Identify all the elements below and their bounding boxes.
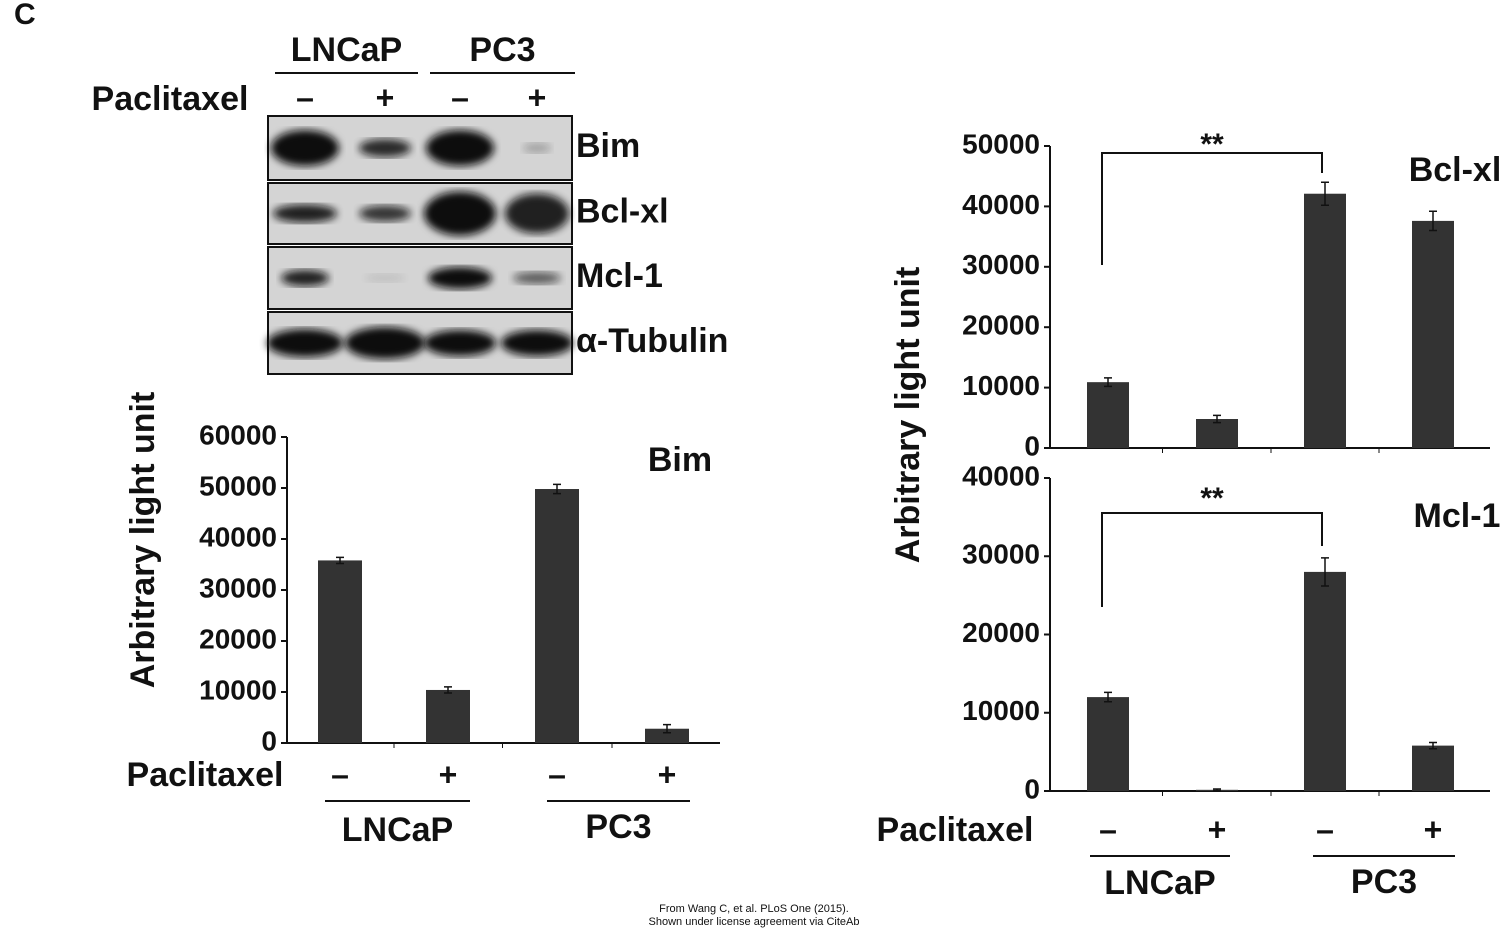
blot-band [424,330,496,356]
bar [1087,697,1129,791]
x-tick-label: + [1424,811,1443,847]
blot-band [513,272,561,284]
blot-band [505,193,569,234]
bar [1412,745,1454,791]
x-tick-label: + [658,756,677,792]
y-axis-label: Arbitrary light unit [889,267,927,564]
y-tick-label: 60000 [199,419,277,450]
x-tick-label: + [1208,811,1227,847]
cell-line-label: LNCaP [291,31,402,69]
blot-band [365,274,405,282]
x-tick-label: + [439,756,458,792]
blot-band [345,327,425,359]
blot-band [424,191,496,236]
significance-label: ** [1200,128,1224,161]
blot-band [271,130,339,166]
y-tick-label: 40000 [962,460,1040,491]
blot-band [359,139,411,157]
y-tick-label: 30000 [962,539,1040,570]
error-bar [1213,414,1221,424]
y-tick-label: 10000 [962,370,1040,401]
x-tick-label: – [331,756,349,792]
group-label: PC3 [585,808,651,846]
x-tick-label: – [548,756,566,792]
bar [1412,220,1454,448]
error-bar [1321,181,1329,206]
bar [1196,419,1238,448]
bar [318,560,362,743]
bar [535,489,579,743]
error-bar [444,686,452,694]
blot-band [267,329,343,357]
y-tick-label: 0 [1024,773,1040,804]
chart-title: Bcl-xl [1409,151,1502,189]
blot-band [273,204,337,223]
group-label: LNCaP [1104,864,1215,902]
x-axis-label: Paclitaxel [877,811,1034,849]
blot-band [428,267,492,289]
band-label: Bcl-xl [576,192,669,230]
treatment-label: Paclitaxel [92,80,249,118]
y-tick-label: 30000 [199,572,277,603]
bar [645,728,689,743]
blot-band [281,270,329,286]
y-tick-label: 40000 [199,521,277,552]
error-bar [1104,377,1112,388]
treatment-sign: + [376,79,395,115]
blot-band [501,330,573,356]
band-label: α-Tubulin [576,322,728,360]
band-label: Bim [576,127,640,165]
group-label: LNCaP [342,811,453,849]
blot-band [359,205,411,222]
significance-label: ** [1200,482,1224,515]
y-tick-label: 0 [261,725,277,756]
x-tick-label: – [1316,811,1334,847]
panel-label: C [14,0,36,31]
blot-band [426,130,494,166]
chart-title: Mcl-1 [1414,497,1501,535]
x-axis-label: Paclitaxel [127,756,284,794]
bar [1304,193,1346,448]
bar [1304,571,1346,791]
y-tick-label: 10000 [962,695,1040,726]
chart-title: Bim [648,441,712,479]
error-bar [553,483,561,495]
significance-bracket [1101,152,1323,265]
error-bar [1213,788,1221,792]
credit: From Wang C, et al. PLoS One (2015). [659,903,849,915]
error-bar [1321,557,1329,587]
cell-line-label: PC3 [469,31,535,69]
y-tick-label: 20000 [199,623,277,654]
y-tick-label: 20000 [962,617,1040,648]
error-bar [1104,691,1112,703]
treatment-sign: + [528,79,547,115]
treatment-sign: – [296,79,314,115]
y-tick-label: 50000 [962,128,1040,159]
error-bar [1429,210,1437,232]
y-tick-label: 20000 [962,310,1040,341]
y-axis-label: Arbitrary light unit [124,392,162,689]
error-bar [336,556,344,565]
y-tick-label: 50000 [199,470,277,501]
error-bar [1429,741,1437,750]
bar [1087,382,1129,448]
y-tick-label: 10000 [199,674,277,705]
y-tick-label: 30000 [962,249,1040,280]
error-bar [663,723,671,734]
treatment-sign: – [451,79,469,115]
y-tick-label: 0 [1024,430,1040,461]
credit: Shown under license agreement via CiteAb [649,916,860,928]
bar [426,689,470,743]
band-label: Mcl-1 [576,257,663,295]
y-tick-label: 40000 [962,189,1040,220]
significance-bracket [1101,512,1323,607]
group-label: PC3 [1351,863,1417,901]
x-tick-label: – [1099,811,1117,847]
blot-band [523,143,551,153]
